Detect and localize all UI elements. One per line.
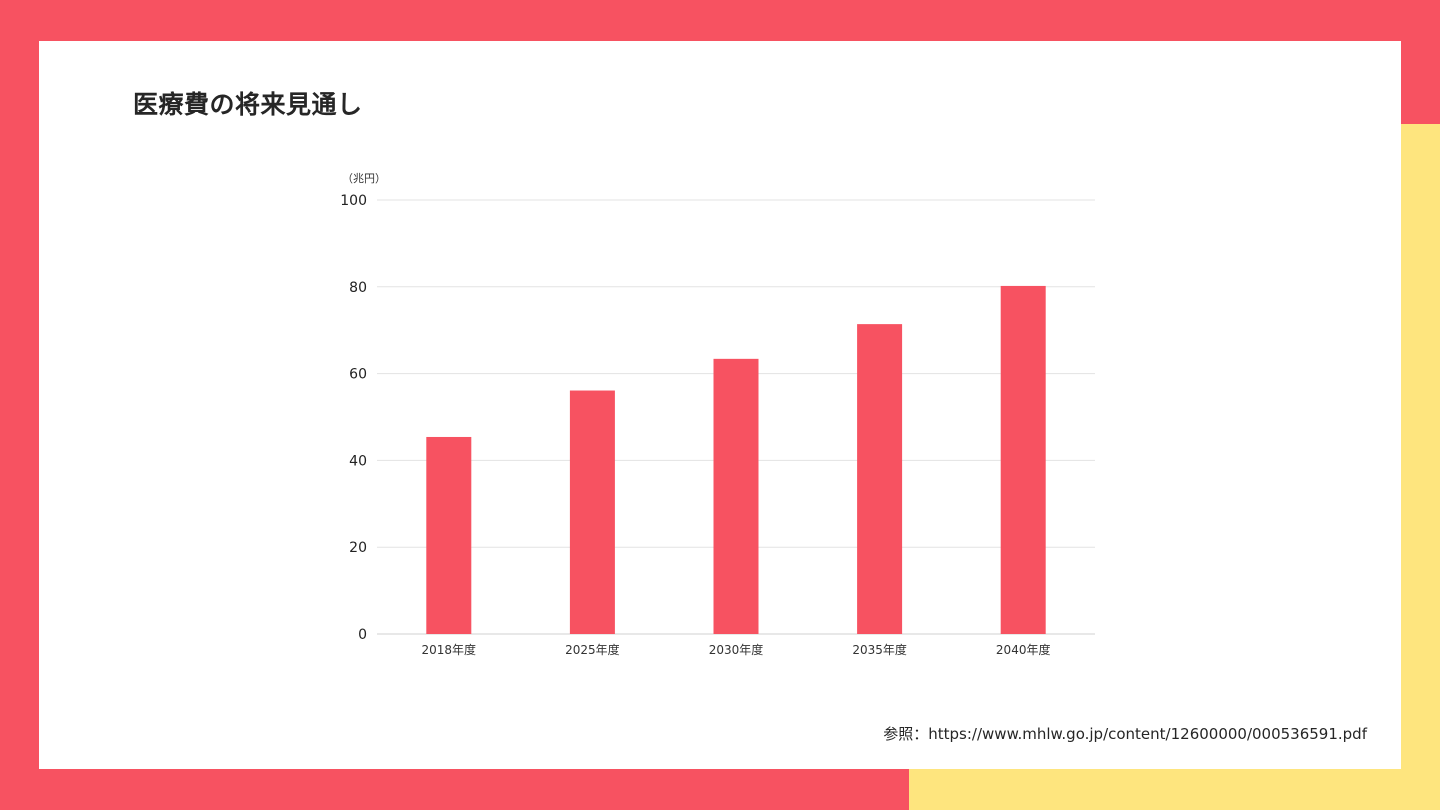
x-tick-label: 2040年度 [996,642,1051,657]
accent-stripe-bottom [909,769,1440,810]
x-tick-label: 2035年度 [852,642,907,657]
y-tick-label: 80 [349,280,367,296]
y-tick-label: 100 [340,193,367,209]
x-tick-label: 2030年度 [709,642,764,657]
y-tick-label: 60 [349,367,367,383]
bar-chart: （兆円） 0 20 40 60 80 100 2018年度 2025年度 2030年度 2035… [340,172,1095,657]
x-tick-label: 2018年度 [422,642,477,657]
bars [426,285,1046,634]
bar-2035年度 [857,324,903,634]
y-tick-label: 20 [349,540,367,556]
x-axis-ticks: 2018年度 2025年度 2030年度 2035年度 2040年度 [422,642,1051,657]
bar-2030年度 [713,358,759,634]
y-tick-label: 0 [358,627,367,643]
slide-card: 医療費の将来見通し （兆円） 0 20 40 60 80 100 2018年度 2025年度… [39,41,1401,769]
y-axis-unit-label: （兆円） [342,172,386,185]
source-citation: 参照：https://www.mhlw.go.jp/content/126000… [883,725,1367,743]
slide-title: 医療費の将来見通し [133,90,363,119]
bar-2040年度 [1000,285,1046,634]
bar-2018年度 [426,436,472,634]
y-tick-label: 40 [349,453,367,469]
bar-2025年度 [569,390,615,634]
accent-stripe-right [1401,124,1440,810]
x-tick-label: 2025年度 [565,642,620,657]
y-axis-ticks: 0 20 40 60 80 100 [340,193,367,643]
